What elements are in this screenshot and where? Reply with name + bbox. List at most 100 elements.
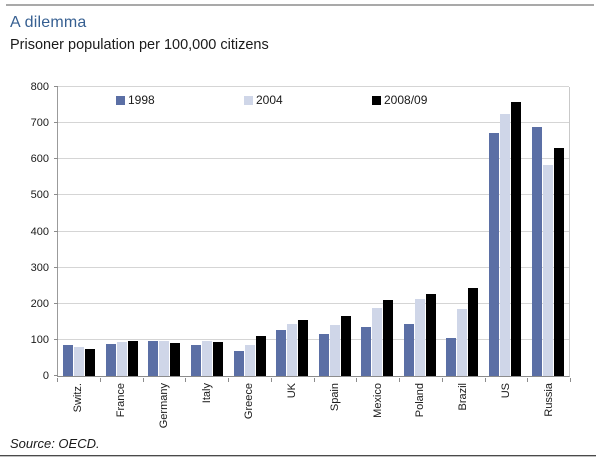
x-axis-label: Spain [328, 383, 341, 412]
x-axis-label-cell: US [485, 378, 528, 434]
top-divider [6, 4, 594, 6]
chart-subtitle: Prisoner population per 100,000 citizens [10, 37, 269, 53]
gridline-800 [58, 86, 569, 87]
bar-2004-germany [159, 340, 170, 376]
legend-label: 2004 [256, 93, 283, 107]
x-axis-tick [57, 378, 58, 382]
y-axis-tick [54, 122, 58, 124]
bar-2004-switz [74, 347, 85, 376]
bar-200809-mexico [383, 300, 394, 376]
bar-1998-uk [276, 329, 287, 376]
y-axis-label-700: 700 [30, 117, 49, 130]
x-axis-tick [313, 378, 315, 382]
x-axis-label: Germany [157, 383, 170, 429]
legend-item-1998: 1998 [116, 93, 155, 107]
y-axis-label-100: 100 [30, 333, 49, 346]
y-axis-label-0: 0 [42, 370, 49, 382]
x-axis-label-cell: Greece [228, 378, 271, 434]
x-axis-tick [570, 378, 571, 382]
x-axis-ticks [57, 378, 571, 382]
bar-group-poland [399, 87, 442, 376]
y-axis-tick [54, 194, 58, 196]
x-axis-tick [527, 378, 529, 382]
bar-1998-poland [403, 323, 414, 376]
bar-1998-brazil [446, 337, 457, 376]
x-axis-tick [356, 378, 358, 382]
bar-200809-us [511, 102, 522, 376]
bar-groups [58, 87, 569, 376]
x-axis-label-cell: UK [271, 378, 314, 434]
bar-1998-russia [531, 126, 542, 376]
x-axis-tick [399, 378, 400, 382]
bar-200809-spain [340, 316, 351, 376]
bar-2004-mexico [372, 308, 383, 376]
x-axis-tick [185, 378, 187, 382]
bar-group-us [484, 87, 527, 376]
legend-marker-icon [116, 95, 125, 105]
page-title: A dilemma [10, 14, 87, 31]
y-axis-label-400: 400 [30, 225, 49, 238]
bar-group-spain [313, 87, 356, 376]
x-axis-label-cell: Russia [527, 378, 570, 434]
bar-1998-switz [63, 345, 74, 376]
gridline-200 [58, 302, 569, 304]
bar-2004-russia [542, 164, 553, 376]
gridline-300 [58, 266, 569, 268]
bar-1998-us [489, 133, 500, 376]
y-axis-label-600: 600 [30, 153, 49, 166]
y-axis-label-500: 500 [30, 189, 49, 202]
plot-area: 1998 2004 2008/09 0 100 200 300 400 500 600 700 80… [31, 81, 570, 382]
x-axis-label: Italy [200, 383, 213, 404]
bar-2004-france [116, 342, 127, 376]
x-axis-label-cell: France [100, 378, 143, 434]
legend-item-200809: 2008/09 [372, 93, 427, 107]
gridline-500 [58, 194, 569, 196]
bar-200809-germany [170, 342, 181, 376]
bar-group-greece [228, 87, 271, 376]
bar-200809-switz [85, 348, 96, 376]
x-axis-label: Brazil [457, 383, 470, 411]
x-axis-label: Greece [243, 383, 256, 420]
x-axis-tick [270, 378, 272, 382]
bar-200809-italy [213, 342, 224, 376]
chart-header: A dilemma Prisoner population per 100,00… [10, 14, 269, 53]
bar-2004-uk [287, 323, 298, 376]
bar-200809-france [127, 341, 138, 376]
y-axis-tick [54, 302, 58, 304]
y-axis-tick [54, 230, 58, 232]
gridline-700 [58, 122, 569, 124]
bar-group-mexico [356, 87, 399, 376]
x-axis-label-cell: Poland [399, 378, 442, 434]
x-axis-label-cell: Germany [143, 378, 186, 434]
legend-item-2004: 2004 [244, 93, 283, 107]
y-axis-label-300: 300 [30, 261, 49, 274]
bar-group-germany [143, 87, 186, 376]
bar-200809-greece [255, 335, 266, 376]
bar-2004-italy [202, 340, 213, 376]
x-axis-label-cell: Switz. [57, 378, 100, 434]
bar-2004-spain [329, 325, 340, 376]
x-axis-label: France [115, 383, 128, 418]
bar-group-russia [526, 87, 569, 376]
x-axis-label: Russia [542, 383, 555, 417]
x-axis-label: Switz. [72, 383, 85, 413]
x-axis-label-cell: Spain [314, 378, 357, 434]
x-axis-label-cell: Mexico [356, 378, 399, 434]
x-axis-tick [142, 378, 144, 382]
y-axis-tick [54, 158, 58, 160]
legend-label: 1998 [128, 93, 155, 107]
x-axis-tick [99, 378, 101, 382]
bar-group-switz [58, 87, 101, 376]
x-axis-tick [228, 378, 229, 382]
x-axis-label: US [499, 383, 512, 399]
bar-1998-spain [318, 334, 329, 376]
y-axis-tick [54, 86, 58, 87]
legend-marker-icon [372, 95, 381, 105]
bar-1998-italy [191, 344, 202, 376]
bar-1998-mexico [361, 326, 372, 376]
gridline-600 [58, 158, 569, 160]
x-axis-label: Poland [414, 383, 427, 418]
x-axis-labels: Switz. France Germany Italy Greece UK Spain Mex… [57, 378, 570, 434]
y-axis-tick [54, 338, 58, 340]
